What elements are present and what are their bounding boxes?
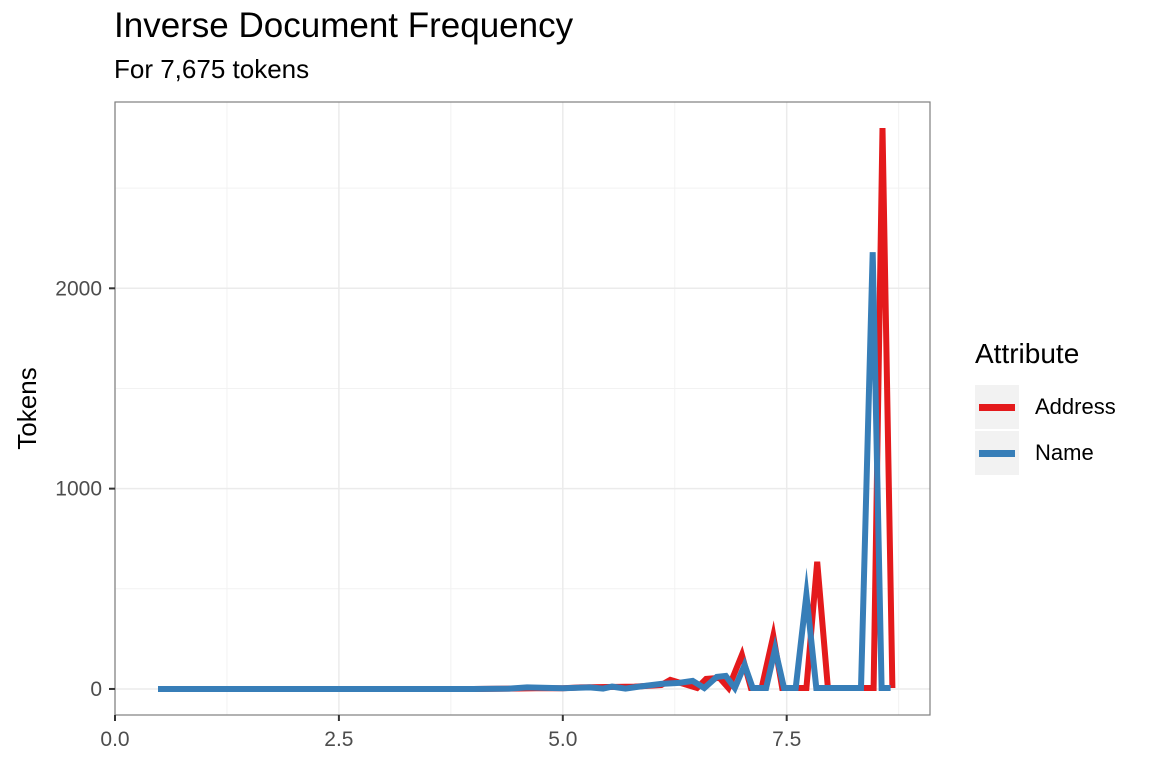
legend-swatch-address bbox=[979, 404, 1015, 411]
plot-panel bbox=[115, 102, 930, 715]
x-tick-label: 5.0 bbox=[548, 728, 577, 751]
legend-swatch-name bbox=[979, 450, 1015, 457]
chart-title: Inverse Document Frequency bbox=[114, 6, 574, 45]
x-tick-label: 7.5 bbox=[772, 728, 801, 751]
y-tick-label: 0 bbox=[90, 678, 102, 701]
chart-subtitle: For 7,675 tokens bbox=[114, 54, 310, 84]
legend-title: Attribute bbox=[975, 338, 1080, 369]
legend-item-name: Name bbox=[975, 430, 1116, 476]
x-tick-label: 0.0 bbox=[100, 728, 129, 751]
grid-layer bbox=[114, 102, 930, 715]
legend-key-name bbox=[975, 431, 1019, 475]
y-tick-label: 2000 bbox=[55, 277, 102, 300]
legend: Attribute Address Name bbox=[975, 338, 1116, 476]
y-tick-label: 1000 bbox=[55, 478, 102, 501]
x-tick-label: 2.5 bbox=[324, 728, 353, 751]
series-line-name bbox=[158, 252, 891, 694]
axis-layer: 0.0 2.5 5.0 7.5 0 1000 2000 bbox=[55, 101, 931, 751]
legend-item-address: Address bbox=[975, 384, 1116, 430]
legend-label-name: Name bbox=[1035, 440, 1094, 465]
y-axis-title: Tokens bbox=[12, 367, 42, 449]
panel-border bbox=[114, 101, 931, 716]
legend-label-address: Address bbox=[1035, 394, 1116, 419]
legend-key-address bbox=[975, 385, 1019, 429]
series-layer bbox=[158, 127, 896, 694]
